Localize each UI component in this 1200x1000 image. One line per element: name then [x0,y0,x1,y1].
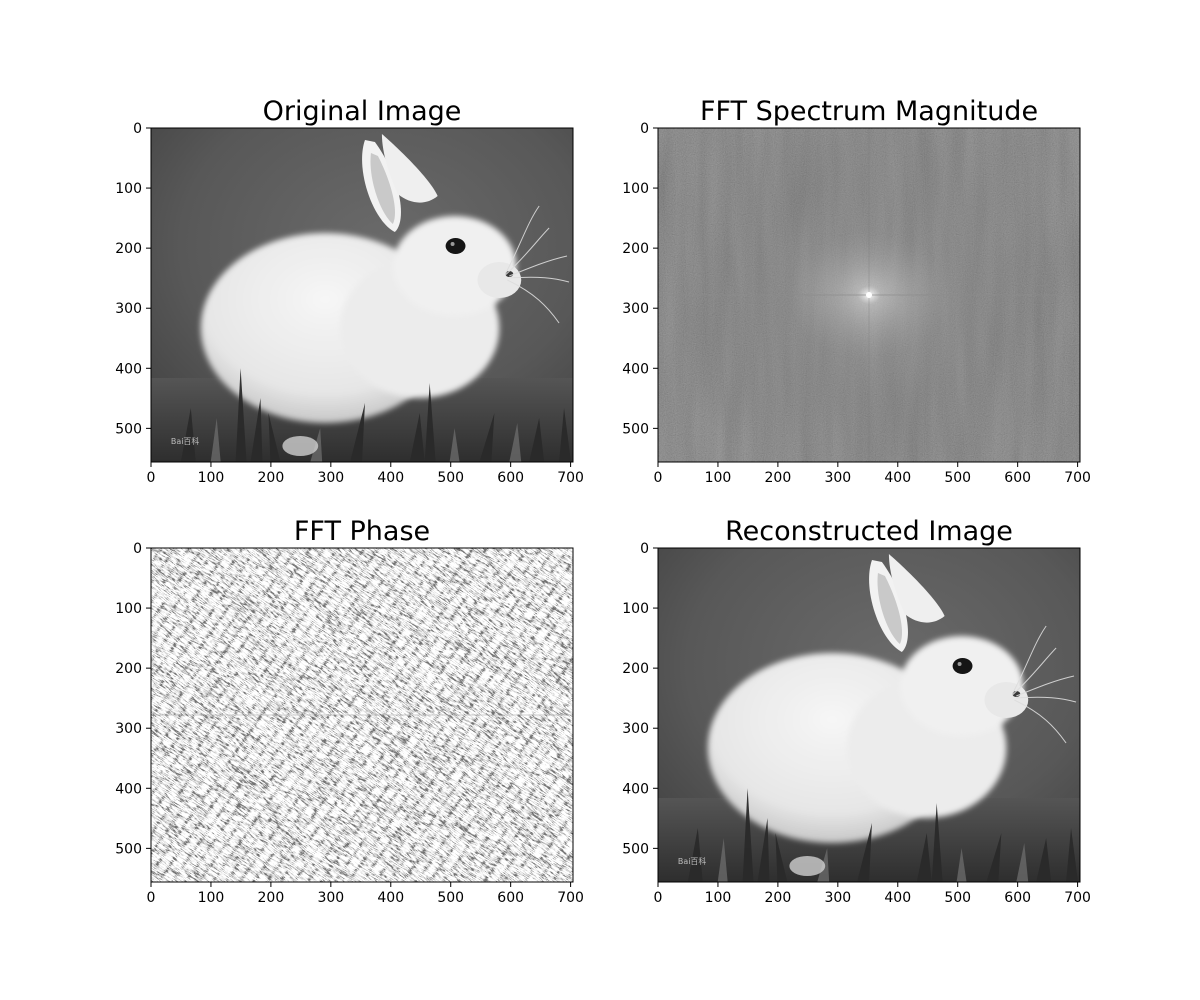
x-tick-label: 0 [147,890,156,906]
x-tick-label: 200 [258,470,285,486]
x-tick-label: 300 [317,890,344,906]
x-tick-label: 0 [654,890,663,906]
x-tick-label: 700 [1064,890,1091,906]
x-tick-label: 0 [654,470,663,486]
x-tick-label: 200 [258,890,285,906]
y-tick-label: 200 [115,241,142,257]
x-tick-label: 400 [884,890,911,906]
axes-frame [150,127,574,463]
x-tick-label: 100 [705,470,732,486]
y-tick-label: 400 [622,781,649,797]
y-tick-label: 100 [115,181,142,197]
x-tick-label: 500 [944,890,971,906]
y-tick-label: 0 [133,541,142,557]
axes-frame [657,127,1081,463]
y-tick-label: 200 [115,661,142,677]
axes: 0 100 200 300 400 500 600 700 0 100 200 300 400 500 [115,121,584,486]
x-tick-label: 0 [147,470,156,486]
y-tick-label: 400 [115,361,142,377]
image-area [658,128,1080,462]
y-tick-label: 0 [640,541,649,557]
x-tick-label: 100 [198,470,225,486]
spectrum-peak [866,292,872,298]
image-area [151,548,573,882]
y-tick-label: 500 [622,421,649,437]
y-tick-label: 300 [622,301,649,317]
y-tick-label: 400 [622,361,649,377]
axes: 0 100 200 300 400 500 600 700 0 100 200 300 400 500 [622,121,1091,486]
axes-frame [657,547,1081,883]
panel-original-image: Original Image 0 100 200 300 400 500 600 700 0 10… [115,96,584,486]
panel-title: FFT Spectrum Magnitude [700,96,1038,127]
panel-title: Reconstructed Image [725,516,1013,547]
y-tick-label: 100 [622,601,649,617]
x-tick-label: 300 [317,470,344,486]
y-tick-label: 0 [133,121,142,137]
x-tick-label: 100 [705,890,732,906]
x-tick-label: 600 [1004,470,1031,486]
panel-title: FFT Phase [294,516,430,547]
axes: 0 100 200 300 400 500 600 700 0 100 200 300 400 500 [622,541,1091,906]
y-tick-label: 100 [622,181,649,197]
y-tick-label: 200 [622,661,649,677]
y-tick-label: 100 [115,601,142,617]
x-tick-label: 400 [884,470,911,486]
y-tick-label: 300 [622,721,649,737]
x-tick-label: 600 [497,470,524,486]
x-tick-label: 600 [1004,890,1031,906]
x-tick-label: 500 [944,470,971,486]
x-tick-label: 700 [557,890,584,906]
y-tick-label: 200 [622,241,649,257]
x-tick-label: 500 [437,890,464,906]
x-tick-label: 200 [765,470,792,486]
x-tick-label: 200 [765,890,792,906]
panel-fft-phase: FFT Phase 0 100 200 300 400 500 600 700 0 100 200 3… [115,516,584,906]
x-tick-label: 600 [497,890,524,906]
panel-reconstructed-image: Reconstructed Image 0 100 200 300 400 500 600 7… [622,516,1091,906]
x-tick-label: 700 [557,470,584,486]
y-tick-label: 500 [115,421,142,437]
y-tick-label: 300 [115,301,142,317]
y-tick-label: 400 [115,781,142,797]
panel-title: Original Image [263,96,462,127]
photo [658,548,1080,882]
photo [151,128,573,462]
x-tick-label: 400 [377,470,404,486]
y-tick-label: 0 [640,121,649,137]
x-tick-label: 100 [198,890,225,906]
axes: 0 100 200 300 400 500 600 700 0 100 200 300 400 500 [115,541,584,906]
y-tick-label: 300 [115,721,142,737]
x-tick-label: 300 [824,470,851,486]
panel-fft-spectrum-magnitude: FFT Spectrum Magnitude 0 100 200 300 400 500 6… [622,96,1091,486]
x-tick-label: 500 [437,470,464,486]
x-tick-label: 400 [377,890,404,906]
y-tick-label: 500 [115,841,142,857]
axes-frame [150,547,574,883]
x-tick-label: 300 [824,890,851,906]
image-area [151,128,573,462]
y-tick-label: 500 [622,841,649,857]
x-tick-label: 700 [1064,470,1091,486]
image-area [658,548,1080,882]
